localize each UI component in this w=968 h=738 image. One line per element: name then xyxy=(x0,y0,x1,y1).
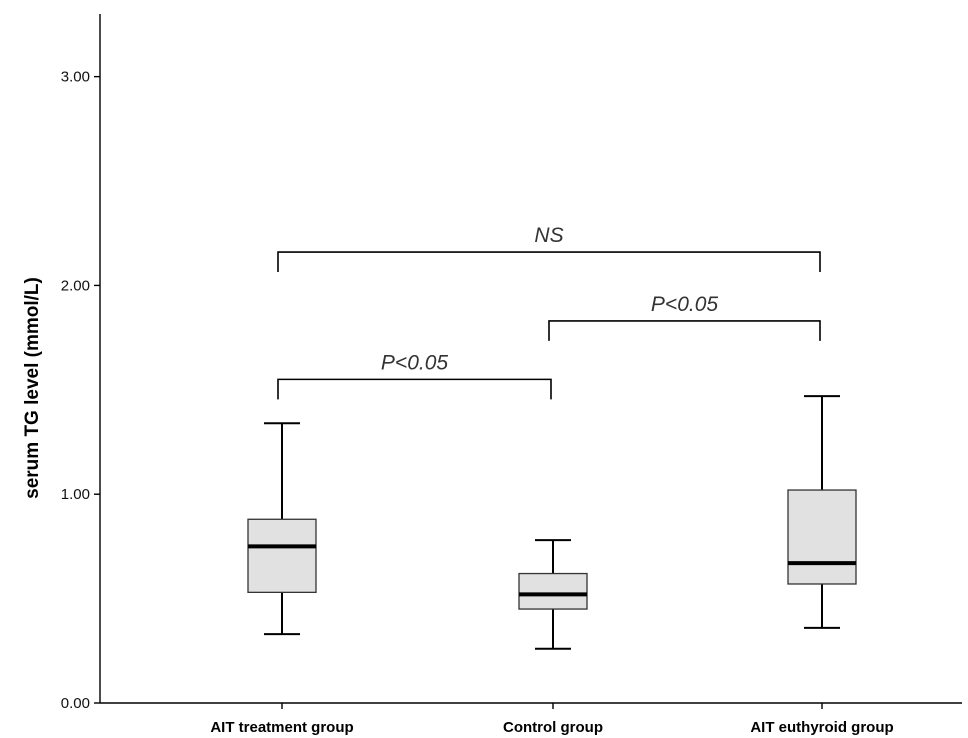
x-category-label: AIT euthyroid group xyxy=(750,719,893,736)
box-group xyxy=(247,422,317,636)
box-group xyxy=(518,539,588,650)
y-tick-label: 1.00 xyxy=(61,486,90,503)
x-categories: AIT treatment group Control group AIT euth… xyxy=(210,703,894,736)
significance-annotations: NS P<0.05 P<0.05 xyxy=(277,224,821,400)
significance-label: NS xyxy=(534,224,563,247)
significance-label: P<0.05 xyxy=(651,293,718,316)
y-tick-label: 2.00 xyxy=(61,277,90,294)
significance-bracket xyxy=(548,320,821,341)
box-group xyxy=(787,395,857,629)
iqr-box xyxy=(518,572,588,610)
x-category-label: Control group xyxy=(503,719,603,736)
x-category-label: AIT treatment group xyxy=(210,719,353,736)
axes: serum TG level (mmol/L) xyxy=(22,14,962,704)
iqr-box xyxy=(787,489,857,585)
significance-bracket xyxy=(277,251,821,273)
y-tick-label: 0.00 xyxy=(61,695,90,712)
significance-bracket xyxy=(277,378,552,400)
iqr-box xyxy=(247,518,317,593)
y-ticks: 0.00 1.00 2.00 3.00 xyxy=(61,69,100,712)
y-tick-label: 3.00 xyxy=(61,69,90,86)
y-axis-title: serum TG level (mmol/L) xyxy=(22,277,43,499)
significance-label: P<0.05 xyxy=(381,351,448,374)
boxes xyxy=(247,395,857,650)
